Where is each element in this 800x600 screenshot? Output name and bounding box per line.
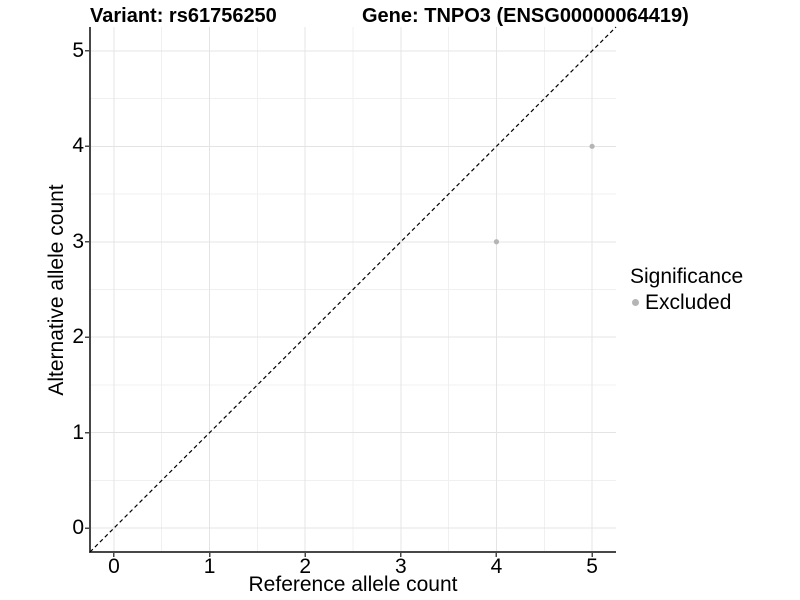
x-axis-title: Reference allele count: [248, 573, 458, 596]
legend-entry-label: Excluded: [645, 291, 732, 314]
y-tick-label: 5: [72, 38, 84, 62]
y-tick-label: 4: [72, 134, 84, 158]
plot-title-variant: Variant: rs61756250: [90, 5, 277, 27]
identity-reference-line: [89, 26, 617, 553]
x-tick-label: 4: [490, 555, 503, 578]
x-tick-label: 0: [108, 555, 120, 578]
legend-entry: Excluded: [632, 291, 743, 314]
y-tick-label: 3: [72, 229, 84, 253]
legend-point-icon: [632, 299, 639, 306]
data-point: [589, 143, 595, 149]
x-tick-label: 3: [394, 555, 407, 578]
y-tick-label: 1: [72, 420, 84, 444]
legend-entries: Excluded: [630, 291, 743, 314]
x-tick-label: 2: [299, 555, 312, 578]
x-tick-label: 5: [586, 555, 598, 578]
x-tick-label: 1: [203, 555, 216, 578]
y-tick-label: 2: [72, 325, 84, 349]
data-point: [493, 239, 500, 245]
legend-title: Significance: [630, 265, 744, 288]
plot-title-gene: Gene: TNPO3 (ENSG00000064419): [362, 5, 689, 27]
legend: Significance Excluded: [630, 265, 743, 314]
y-tick-label: 0: [72, 516, 84, 540]
